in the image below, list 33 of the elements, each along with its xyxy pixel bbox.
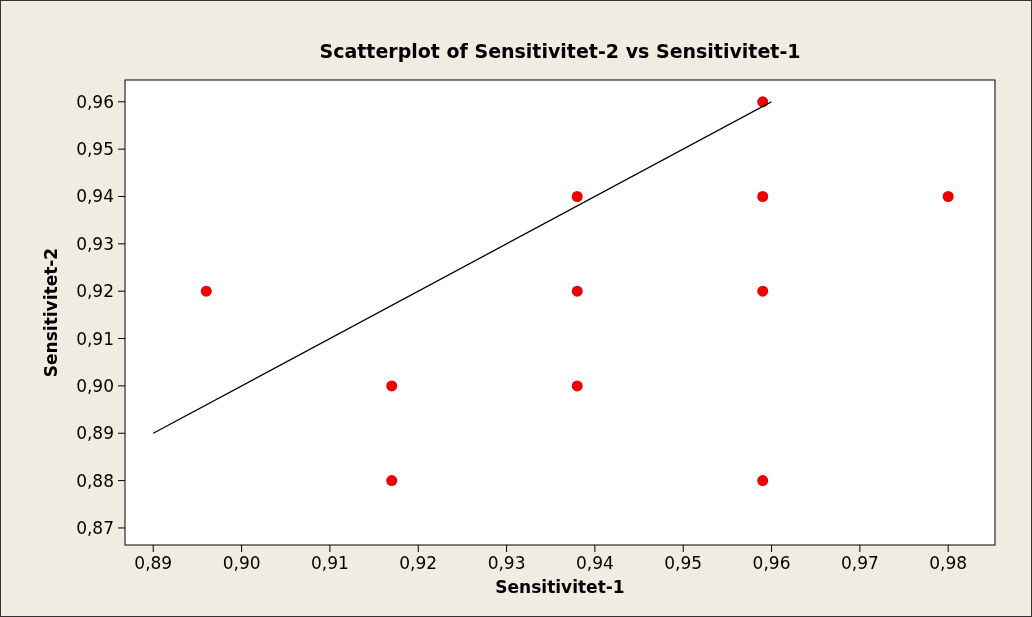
y-tick-label: 0,89 (76, 423, 114, 444)
x-tick-label: 0,96 (752, 553, 791, 573)
x-tick-label: 0,95 (664, 553, 703, 573)
y-tick-label: 0,87 (76, 517, 114, 538)
x-tick-label: 0,91 (310, 553, 349, 573)
point (942, 190, 954, 202)
point (386, 380, 398, 392)
point (757, 190, 769, 202)
x-axis-title: Sensitivitet-1 (495, 577, 625, 597)
y-tick-label: 0,88 (76, 470, 114, 491)
x-tick-label: 0,89 (134, 553, 173, 573)
y-tick-label: 0,96 (76, 91, 114, 112)
x-tick-label: 0,90 (222, 553, 261, 573)
y-tick-label: 0,92 (76, 281, 114, 302)
y-axis-title: Sensitivitet-2 (41, 247, 61, 378)
y-tick-label: 0,90 (76, 375, 114, 396)
x-tick-label: 0,92 (399, 553, 438, 573)
y-tick-label: 0,91 (76, 328, 114, 349)
x-tick-label: 0,93 (487, 553, 526, 573)
point (571, 380, 583, 392)
y-tick-label: 0,95 (76, 139, 114, 160)
point (571, 285, 583, 297)
y-tick-label: 0,94 (76, 186, 114, 207)
point (757, 475, 769, 487)
y-tick-label: 0,93 (76, 233, 114, 254)
point (757, 285, 769, 297)
x-tick-label: 0,94 (575, 553, 614, 573)
x-tick-label: 0,97 (840, 553, 879, 573)
point (200, 285, 212, 297)
point (386, 475, 398, 487)
point (571, 190, 583, 202)
x-tick-label: 0,98 (929, 553, 968, 573)
chart-title: Scatterplot of Sensitivitet-2 vs Sensitivitet-1 (319, 40, 801, 62)
